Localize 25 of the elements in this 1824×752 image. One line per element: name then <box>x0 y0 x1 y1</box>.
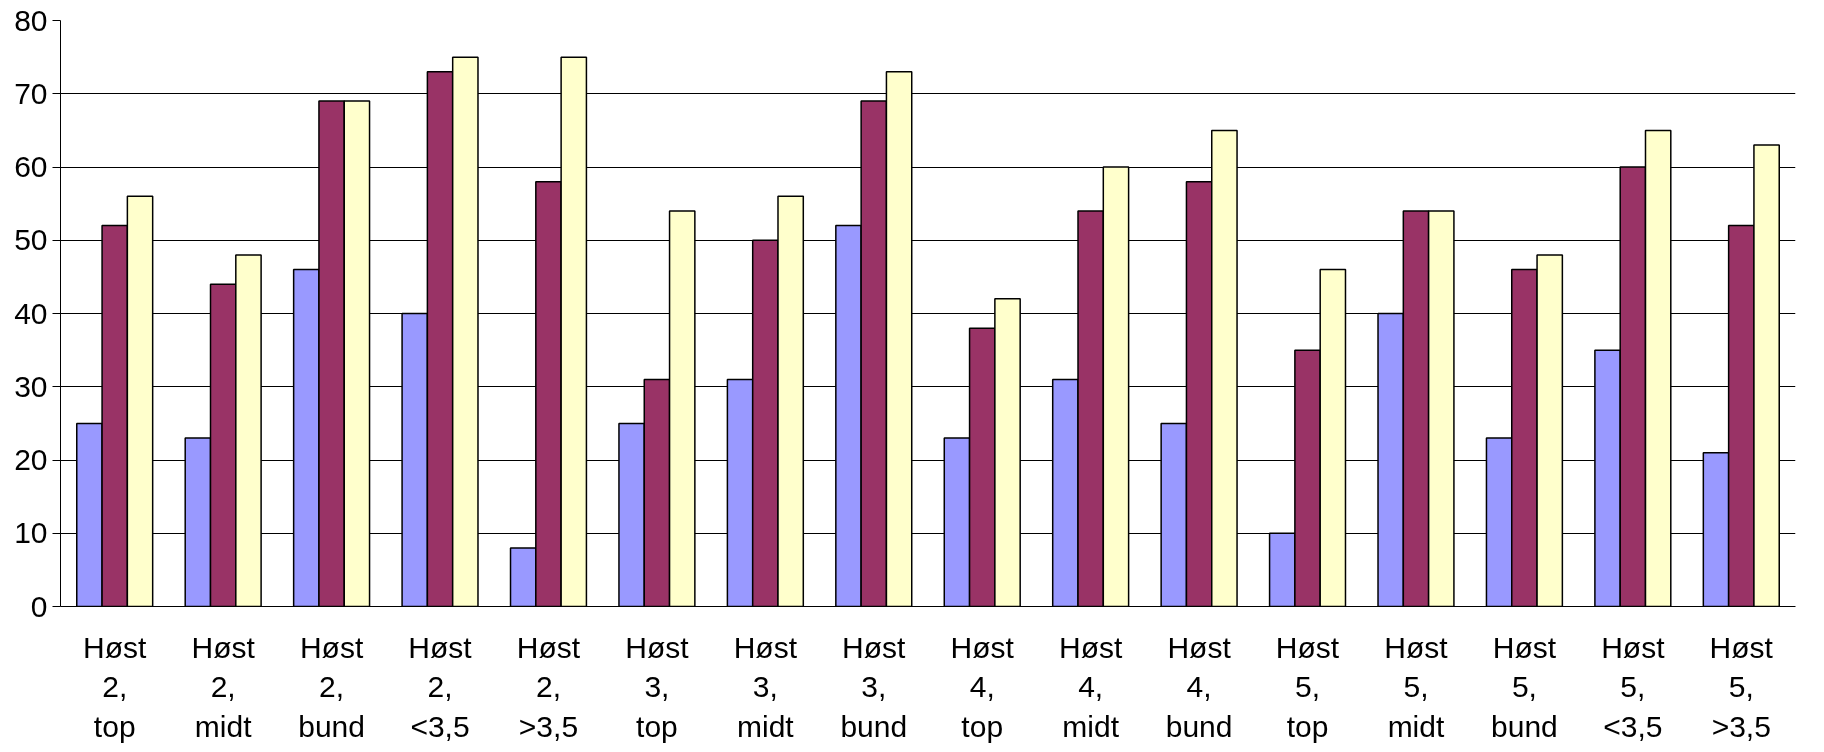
x-tick-label: Høst 3, bund <box>840 630 908 743</box>
y-tick-label: 50 <box>14 223 48 257</box>
x-tick-label: Høst 5, >3,5 <box>1709 630 1774 743</box>
y-tick-label: 60 <box>14 150 48 183</box>
y-tick-label: 30 <box>14 369 48 403</box>
x-tick-label: Høst 2, midt <box>191 630 256 743</box>
y-tick-label: 70 <box>14 76 48 110</box>
y-tick-label: 40 <box>14 296 48 330</box>
y-tick-label: 80 <box>14 3 48 37</box>
x-tick-label: Høst 3, midt <box>733 630 798 743</box>
x-tick-label: Høst 5, top <box>1275 630 1340 743</box>
x-tick-label: Høst 5, bund <box>1491 630 1558 743</box>
x-tick-label: Høst 4, top <box>950 630 1015 743</box>
x-tick-label: Høst 4, midt <box>1058 630 1123 743</box>
y-tick-label: 10 <box>14 516 48 550</box>
x-tick-label: Høst 2, >3,5 <box>516 630 581 743</box>
x-tick-label: Høst 4, bund <box>1165 630 1233 743</box>
x-tick-label: Høst 3, top <box>625 630 690 743</box>
x-tick-label: Høst 2, bund <box>298 630 365 743</box>
x-tick-label: Høst 5, <3,5 <box>1601 630 1666 743</box>
y-tick-label: 0 <box>30 589 48 623</box>
x-tick-label: Høst 5, midt <box>1384 630 1449 743</box>
y-tick-label: 20 <box>14 443 48 476</box>
x-tick-label: Høst 2, top <box>83 630 148 743</box>
x-tick-label: Høst 2, <3,5 <box>408 630 473 743</box>
